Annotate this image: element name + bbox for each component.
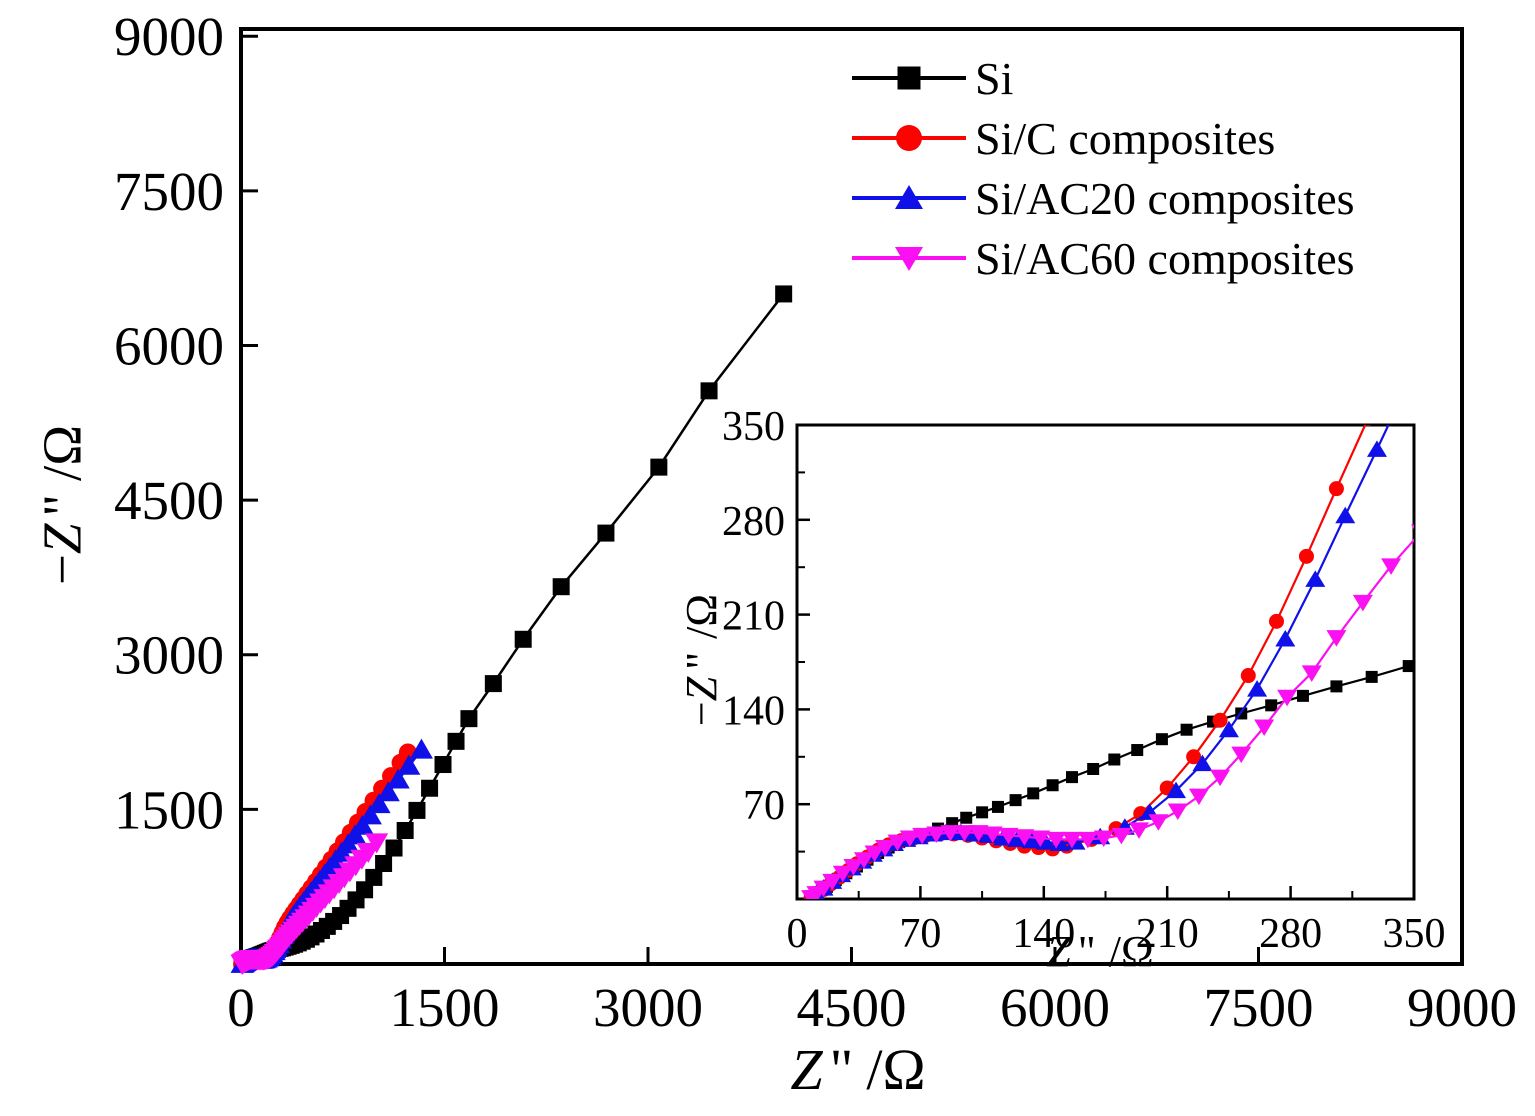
legend-label: Si/AC20 composites <box>975 172 1355 224</box>
svg-text:7500: 7500 <box>1204 977 1314 1038</box>
legend-marker-triangle-up-icon <box>852 185 966 209</box>
inset-y-label-prime: " <box>677 651 726 670</box>
svg-text:210: 210 <box>722 594 785 640</box>
svg-text:6000: 6000 <box>114 315 224 376</box>
y-label-prime: " <box>31 494 93 517</box>
svg-text:3000: 3000 <box>593 977 703 1038</box>
svg-text:6000: 6000 <box>1000 977 1110 1038</box>
legend-label: Si <box>975 52 1014 104</box>
svg-text:9000: 9000 <box>114 6 224 67</box>
svg-text:4500: 4500 <box>797 977 907 1038</box>
legend: Si Si/C composites Si/AC20 composites Si… <box>852 48 1355 288</box>
legend-item-si-c: Si/C composites <box>852 108 1355 168</box>
legend-item-si-ac20: Si/AC20 composites <box>852 168 1355 228</box>
main-x-axis-label: Z "/Ω <box>790 1041 925 1099</box>
svg-text:350: 350 <box>1383 911 1446 957</box>
svg-text:3000: 3000 <box>114 625 224 686</box>
svg-text:4500: 4500 <box>114 470 224 531</box>
inset-x-label-unit: /Ω <box>1108 927 1154 976</box>
inset-y-label-unit: /Ω <box>677 593 726 639</box>
svg-text:7500: 7500 <box>114 161 224 222</box>
inset-x-label-variable: Z <box>1046 927 1071 976</box>
x-label-prime: " <box>829 1037 854 1102</box>
svg-text:140: 140 <box>1012 911 1075 957</box>
legend-label: Si/C composites <box>975 112 1276 164</box>
legend-marker-square-icon <box>852 66 966 90</box>
inset-y-label-minus: − <box>677 701 726 727</box>
legend-marker-circle-icon <box>852 125 966 151</box>
svg-text:1500: 1500 <box>390 977 500 1038</box>
legend-marker-triangle-down-icon <box>852 247 966 271</box>
x-label-variable: Z <box>790 1037 823 1102</box>
x-label-unit: /Ω <box>866 1037 926 1102</box>
svg-text:350: 350 <box>722 404 785 450</box>
svg-text:280: 280 <box>1259 911 1322 957</box>
svg-text:140: 140 <box>722 688 785 734</box>
inset-y-axis-label: −Z " /Ω <box>677 593 726 727</box>
svg-text:0: 0 <box>227 977 255 1038</box>
inset-x-axis-label: Z "/Ω <box>1046 930 1153 974</box>
legend-item-si-ac60: Si/AC60 composites <box>852 228 1355 288</box>
svg-text:9000: 9000 <box>1407 977 1517 1038</box>
svg-text:0: 0 <box>787 911 808 957</box>
legend-label: Si/AC60 composites <box>975 232 1355 284</box>
inset-x-label-prime: " <box>1077 927 1096 976</box>
svg-text:70: 70 <box>899 911 941 957</box>
svg-text:280: 280 <box>722 499 785 545</box>
svg-text:1500: 1500 <box>114 779 224 840</box>
svg-text:70: 70 <box>743 783 785 829</box>
legend-item-si: Si <box>852 48 1355 108</box>
y-label-minus: − <box>31 554 93 586</box>
svg-text:210: 210 <box>1136 911 1199 957</box>
y-label-unit: /Ω <box>31 424 93 482</box>
inset-y-label-variable: Z <box>677 676 726 702</box>
main-y-axis-label: −Z " /Ω <box>31 424 93 586</box>
y-label-variable: Z <box>31 523 93 555</box>
